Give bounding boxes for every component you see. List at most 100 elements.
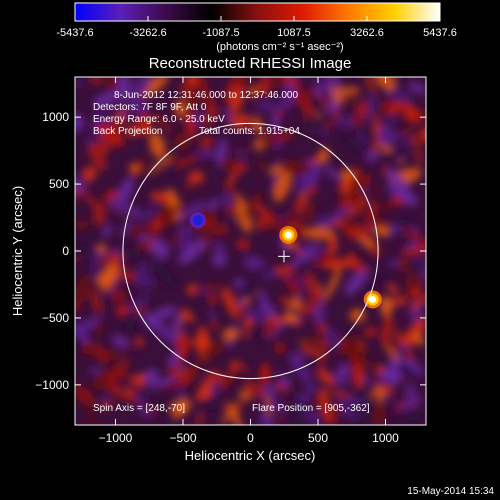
texture-blob	[199, 135, 214, 150]
texture-blob	[372, 404, 387, 425]
texture-blob	[355, 100, 369, 117]
texture-blob	[317, 147, 330, 164]
texture-blob	[116, 376, 145, 394]
texture-blob	[127, 294, 150, 314]
x-tick-label: 0	[247, 431, 254, 445]
colorbar: -5437.6 -3262.6 -1087.5 1087.5 3262.6 5437.6 …	[56, 2, 457, 53]
texture-blob	[362, 279, 393, 285]
texture-blob	[115, 77, 131, 103]
texture-blob	[279, 160, 314, 175]
texture-blob	[129, 335, 138, 352]
y-axis-label: Heliocentric Y (arcsec)	[10, 186, 25, 316]
annotation-method: Back Projection	[93, 126, 162, 137]
texture-blob	[352, 200, 362, 211]
texture-blob	[273, 341, 287, 355]
texture-blob	[325, 119, 335, 129]
texture-blob	[75, 316, 103, 335]
texture-blob	[195, 150, 212, 160]
texture-blob	[235, 194, 243, 206]
texture-blob	[262, 268, 278, 281]
texture-blob	[246, 127, 261, 144]
texture-blob	[300, 406, 321, 424]
texture-blob	[75, 113, 83, 133]
texture-blob	[409, 285, 423, 298]
texture-blob	[392, 296, 407, 306]
texture-blob	[386, 168, 410, 200]
texture-blob	[271, 399, 281, 411]
y-tick-label: −500	[42, 311, 69, 325]
texture-blob	[83, 166, 97, 181]
texture-blob	[112, 289, 128, 301]
texture-blob	[100, 400, 114, 410]
texture-blob	[231, 161, 248, 175]
texture-blob	[398, 342, 409, 355]
texture-blob	[199, 373, 210, 382]
texture-blob	[402, 227, 426, 249]
texture-blob	[138, 112, 154, 128]
texture-blob	[328, 389, 352, 398]
texture-blob	[75, 244, 90, 260]
colorbar-tick-label: -5437.6	[56, 27, 93, 39]
texture-blob	[259, 361, 270, 386]
texture-blob	[380, 297, 394, 317]
texture-blob	[379, 133, 403, 142]
texture-blob	[109, 390, 140, 403]
texture-blob	[120, 218, 132, 238]
texture-blob	[387, 101, 406, 116]
x-tick-label: 1000	[372, 431, 399, 445]
texture-blob	[320, 82, 333, 108]
texture-blob	[228, 114, 252, 129]
texture-blob	[185, 110, 197, 140]
chart-title: Reconstructed RHESSI Image	[149, 55, 352, 72]
colorbar-tick-label: 3262.6	[350, 27, 384, 39]
texture-blob	[346, 250, 357, 259]
texture-blob	[129, 77, 152, 104]
annotation-energy: Energy Range: 6.0 - 25.0 keV	[93, 114, 225, 125]
texture-blob	[166, 157, 199, 164]
texture-blob	[115, 108, 130, 117]
texture-blob	[176, 331, 190, 358]
texture-blob	[101, 224, 113, 238]
texture-blob	[195, 397, 221, 411]
texture-blob	[292, 417, 307, 425]
texture-blob	[284, 275, 305, 284]
texture-blob	[169, 313, 181, 345]
texture-blob	[257, 160, 266, 170]
texture-blob	[233, 278, 245, 288]
texture-blob	[320, 206, 351, 228]
texture-blob	[348, 176, 364, 206]
texture-blob	[93, 111, 113, 127]
texture-blob	[93, 92, 117, 108]
texture-blob	[378, 203, 393, 210]
texture-blob	[75, 77, 82, 89]
annotation-spin-axis: Spin Axis = [248,-70]	[93, 403, 185, 414]
texture-blob	[150, 191, 172, 203]
texture-blob	[90, 288, 103, 315]
texture-blob	[203, 97, 214, 132]
texture-blob	[373, 187, 381, 195]
texture-blob	[317, 368, 335, 386]
texture-blob	[408, 81, 426, 95]
texture-blob	[374, 223, 390, 238]
texture-blob	[336, 363, 350, 377]
texture-blob	[272, 169, 292, 203]
annotation-time: 8-Jun-2012 12:31:46.000 to 12:37:46.000	[114, 90, 298, 101]
texture-blob	[364, 326, 377, 338]
solar-limb-circle	[122, 122, 379, 380]
texture-blob	[412, 332, 424, 346]
texture-blob	[271, 114, 280, 131]
texture-blob	[266, 394, 271, 418]
y-tick-label: 500	[49, 177, 69, 191]
texture-blob	[239, 390, 251, 402]
texture-blob	[222, 327, 240, 342]
texture-blob	[373, 141, 379, 154]
texture-blob	[213, 242, 226, 253]
texture-blob	[238, 362, 249, 374]
texture-blob	[231, 295, 244, 302]
texture-blob	[375, 385, 385, 404]
texture-blob	[289, 387, 300, 398]
texture-blob	[92, 321, 103, 337]
texture-blob	[386, 87, 413, 105]
texture-blob	[86, 346, 94, 358]
texture-blob	[196, 412, 204, 425]
